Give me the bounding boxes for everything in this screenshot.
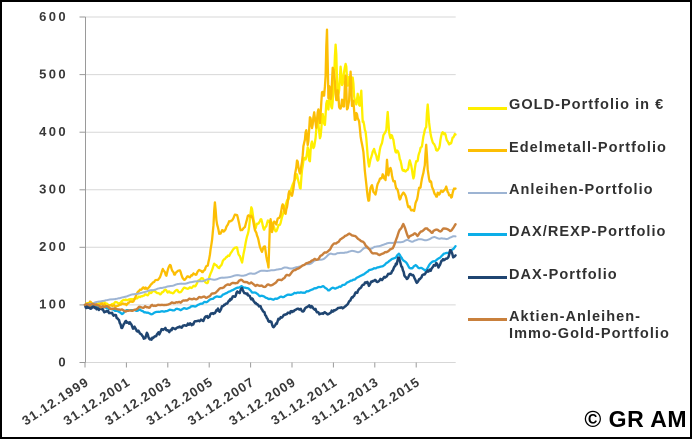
svg-text:600: 600 — [39, 9, 68, 24]
svg-text:200: 200 — [39, 239, 68, 254]
svg-text:500: 500 — [39, 66, 68, 81]
svg-text:400: 400 — [39, 124, 68, 139]
svg-text:0: 0 — [58, 354, 68, 369]
svg-text:300: 300 — [39, 182, 68, 197]
svg-text:100: 100 — [39, 297, 68, 312]
